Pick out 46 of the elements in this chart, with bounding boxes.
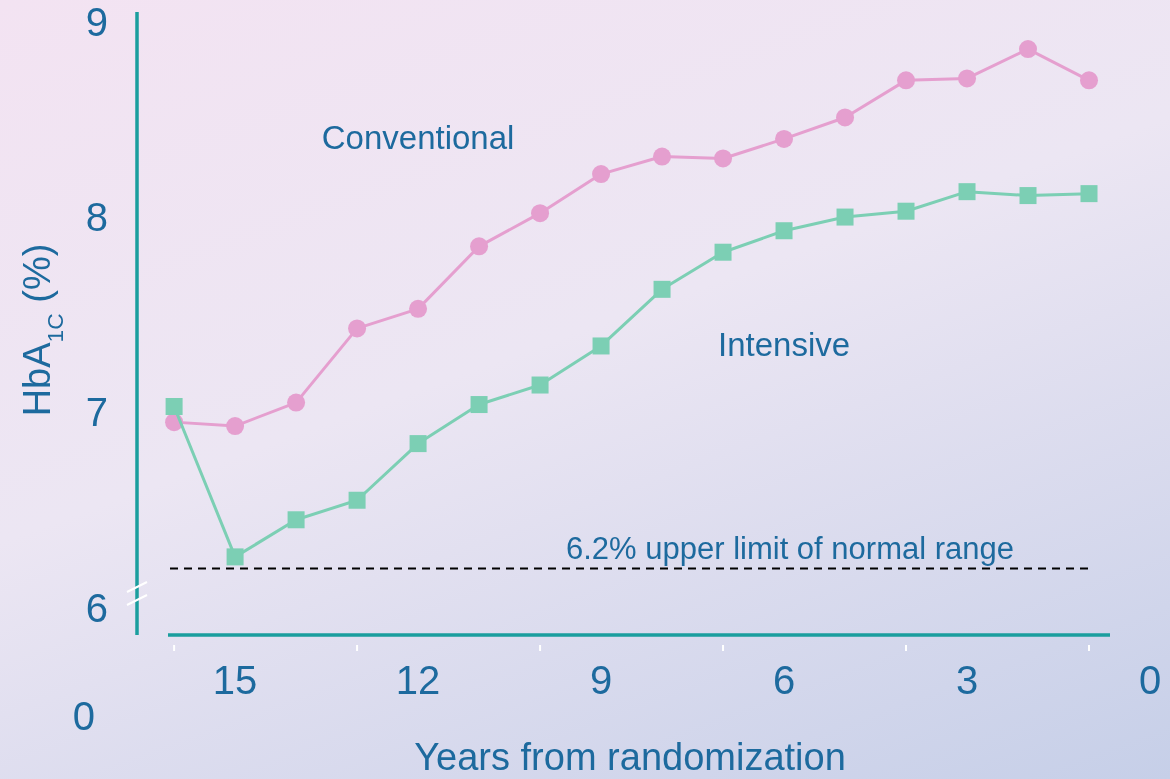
y-tick-label: 6 [85,585,108,630]
ref-line-label: 6.2% upper limit of normal range [565,530,1015,566]
point [470,396,488,414]
point [958,69,977,88]
y-tick-label: 8 [85,195,108,240]
point [592,337,610,355]
point [531,376,549,394]
point [653,280,671,298]
point [714,149,733,168]
y-tick-label: 9 [85,0,108,44]
point [775,129,794,148]
point [409,299,428,318]
x-tick-label: 15 [212,658,258,702]
point [714,243,732,261]
x-tick-label: 12 [395,658,441,702]
point [958,183,976,201]
point [836,108,855,127]
x-axis-title: Years from randomization [414,736,846,778]
point [1080,185,1098,203]
x-tick-label: 9 [589,658,613,702]
point [348,319,367,338]
y-tick-label: 7 [85,390,108,435]
x-tick-label: 0 [1138,658,1162,702]
x-tick-label: 3 [955,658,979,702]
text: 0 [72,694,95,738]
point [287,511,305,529]
point [1080,71,1099,90]
point [836,208,854,226]
x-tick-label: 6 [772,658,796,702]
point [287,393,306,412]
point [775,222,793,240]
series-label: Conventional [321,118,515,156]
point [470,237,489,256]
point [226,548,244,566]
point [1019,187,1037,205]
point [1019,40,1038,59]
point [592,165,611,184]
point [653,147,672,166]
point [348,491,366,509]
point [531,204,550,223]
point [165,398,183,415]
point [226,417,245,436]
point [409,435,427,453]
series-label: Intensive [717,325,851,363]
point [897,71,916,90]
point [897,202,915,220]
